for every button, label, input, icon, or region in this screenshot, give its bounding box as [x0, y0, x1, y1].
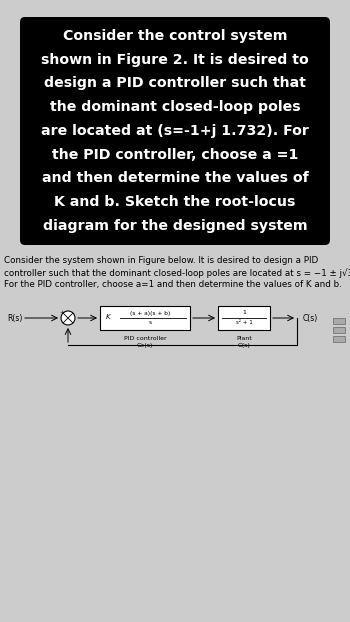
Text: 1: 1 — [242, 310, 246, 315]
Circle shape — [61, 311, 75, 325]
FancyBboxPatch shape — [333, 336, 345, 342]
Text: the PID controller, choose a =1: the PID controller, choose a =1 — [52, 148, 298, 162]
Text: K and b. Sketch the root-locus: K and b. Sketch the root-locus — [54, 195, 296, 209]
Text: G(s): G(s) — [238, 343, 251, 348]
Text: R(s): R(s) — [7, 313, 22, 322]
Text: C(s): C(s) — [303, 313, 318, 322]
Text: Consider the control system: Consider the control system — [63, 29, 287, 43]
Text: Gc(s): Gc(s) — [137, 343, 153, 348]
Text: are located at (s=-1+j 1.732). For: are located at (s=-1+j 1.732). For — [41, 124, 309, 138]
Text: +: + — [60, 310, 65, 315]
Text: (s + a)(s + b): (s + a)(s + b) — [130, 310, 170, 315]
Text: design a PID controller such that: design a PID controller such that — [44, 77, 306, 90]
Text: diagram for the designed system: diagram for the designed system — [43, 219, 307, 233]
Text: s: s — [148, 320, 152, 325]
FancyBboxPatch shape — [100, 306, 190, 330]
FancyBboxPatch shape — [333, 318, 345, 324]
Text: Consider the system shown in Figure below. It is desired to design a PID
control: Consider the system shown in Figure belo… — [4, 256, 350, 289]
Text: PID controller: PID controller — [124, 336, 166, 341]
Text: the dominant closed-loop poles: the dominant closed-loop poles — [50, 100, 300, 114]
Text: K: K — [106, 314, 110, 320]
FancyBboxPatch shape — [333, 327, 345, 333]
FancyBboxPatch shape — [218, 306, 270, 330]
FancyBboxPatch shape — [20, 17, 330, 245]
Text: s² + 1: s² + 1 — [236, 320, 252, 325]
Text: Plant: Plant — [236, 336, 252, 341]
Text: shown in Figure 2. It is desired to: shown in Figure 2. It is desired to — [41, 53, 309, 67]
Text: and then determine the values of: and then determine the values of — [42, 172, 308, 185]
